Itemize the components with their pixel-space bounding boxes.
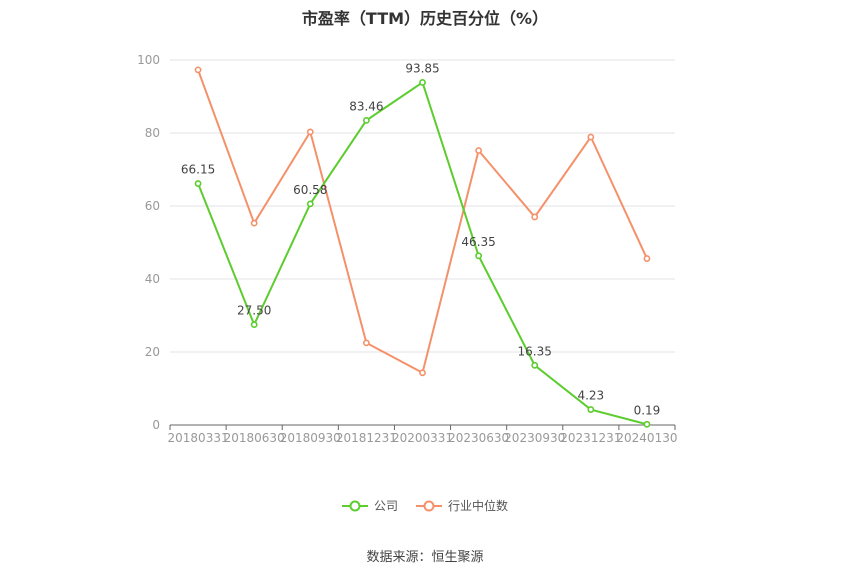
data-label: 83.46: [349, 99, 383, 113]
y-tick-label: 20: [145, 345, 160, 359]
data-point[interactable]: [306, 200, 314, 208]
legend-item-company[interactable]: 公司: [341, 497, 398, 514]
x-tick-label: 20200331: [392, 431, 453, 445]
data-point[interactable]: [475, 252, 483, 260]
x-tick-label: 20181231: [336, 431, 397, 445]
chart-title: 市盈率（TTM）历史百分位（%）: [301, 9, 549, 28]
data-point[interactable]: [306, 128, 314, 136]
legend-industry-median-icon: [416, 500, 442, 511]
x-tick-label: 20180630: [224, 431, 285, 445]
source-note: 数据来源：恒生聚源: [366, 550, 484, 565]
x-tick-label: 20240130: [616, 431, 677, 445]
x-tick-label: 20230930: [504, 431, 565, 445]
y-tick-label: 60: [145, 199, 160, 213]
grid-lines: [170, 59, 675, 353]
y-tick-label: 80: [145, 126, 160, 140]
series-line-1: [197, 69, 648, 375]
y-tick-label: 0: [152, 418, 160, 432]
x-tick-label: 20180331: [168, 431, 229, 445]
data-point[interactable]: [194, 180, 202, 187]
x-tick-label: 20230630: [448, 431, 509, 445]
data-point[interactable]: [475, 147, 483, 154]
data-label: 93.85: [405, 61, 439, 75]
data-point[interactable]: [250, 219, 258, 227]
data-point[interactable]: [419, 79, 426, 86]
data-label: 66.15: [181, 163, 215, 177]
legend-company-icon: [341, 500, 368, 511]
axes: 0 20 40 60 80 100 2018033120180630201809302018…: [137, 53, 677, 445]
data-point[interactable]: [419, 369, 426, 377]
data-label: 46.35: [461, 235, 495, 249]
y-tick-label: 100: [137, 53, 160, 67]
data-point[interactable]: [362, 339, 370, 347]
data-point[interactable]: [194, 66, 202, 74]
data-label: 16.35: [518, 344, 552, 358]
series: [194, 66, 651, 428]
legend-company-label: 公司: [373, 499, 398, 513]
data-point[interactable]: [587, 406, 595, 413]
data-label: 0.19: [634, 403, 661, 417]
data-label: 27.50: [237, 304, 271, 318]
data-point[interactable]: [643, 420, 651, 428]
data-point[interactable]: [531, 213, 539, 221]
data-point[interactable]: [362, 116, 370, 124]
x-tick-label: 20231231: [560, 431, 621, 445]
data-label: 4.23: [577, 389, 604, 403]
data-labels: 66.15 27.50 60.58 83.46 93.85 46.35 16.35 4.23 0…: [181, 61, 660, 417]
legend: 公司 行业中位数: [0, 497, 850, 514]
data-point[interactable]: [643, 255, 651, 262]
data-point[interactable]: [531, 361, 539, 369]
legend-item-industry-median[interactable]: 行业中位数: [416, 497, 508, 514]
y-tick-label: 40: [145, 272, 160, 286]
data-point[interactable]: [250, 321, 258, 329]
x-tick-label: 20180930: [280, 431, 341, 445]
legend-industry-median-label: 行业中位数: [448, 499, 509, 513]
data-label: 60.58: [293, 183, 327, 197]
data-point[interactable]: [587, 133, 595, 141]
